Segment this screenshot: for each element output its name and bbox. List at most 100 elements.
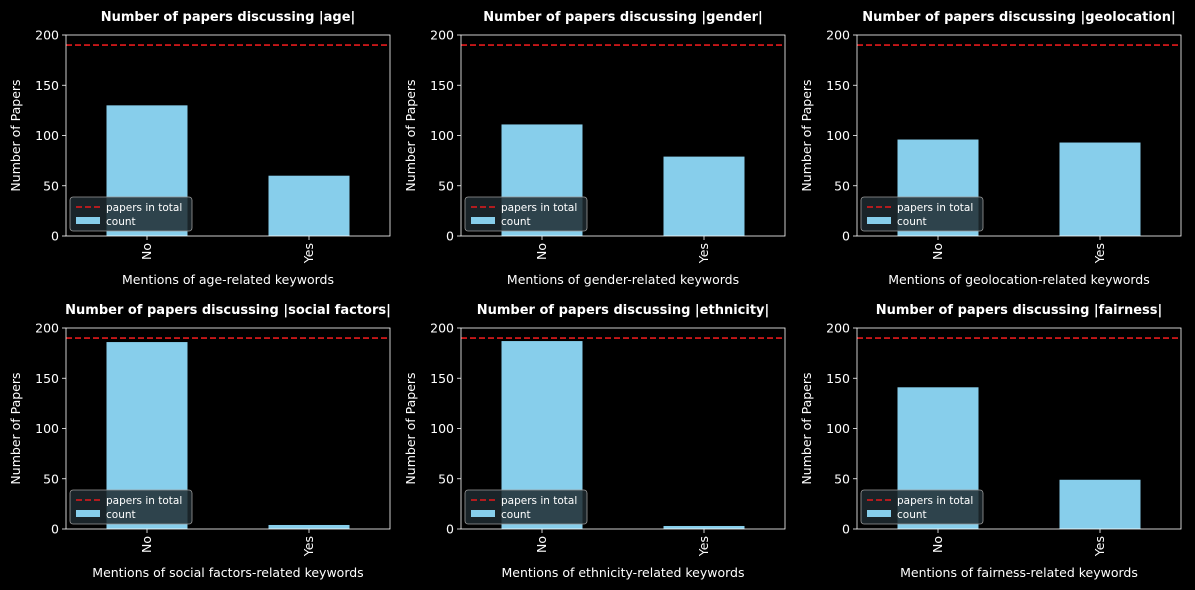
bar-yes (1059, 142, 1141, 236)
y-tick-label: 200 (430, 28, 454, 43)
y-axis-label: Number of Papers (403, 372, 418, 484)
y-tick-label: 200 (826, 28, 850, 43)
y-tick-label: 50 (834, 178, 850, 193)
y-axis-label: Number of Papers (799, 79, 814, 191)
y-tick-label: 100 (35, 421, 59, 436)
y-tick-label: 0 (51, 522, 59, 537)
legend-box (69, 196, 193, 232)
legend: papers in total count (464, 489, 588, 525)
legend-entry-reference: papers in total (106, 495, 182, 507)
y-tick-label: 50 (43, 471, 59, 486)
chart-title: Number of papers discussing |gender| (483, 10, 763, 25)
x-tick-label: No (534, 536, 549, 553)
legend-entry-reference: papers in total (501, 495, 577, 507)
legend-entry-reference: papers in total (501, 202, 577, 214)
x-axis-label: Mentions of age-related keywords (122, 272, 334, 287)
x-axis-label: Mentions of geolocation-related keywords (888, 272, 1150, 287)
y-tick-label: 0 (446, 229, 454, 244)
bar-yes (268, 175, 350, 236)
legend-bar-swatch (867, 510, 891, 517)
y-tick-label: 0 (446, 522, 454, 537)
legend-entry-count: count (897, 216, 927, 228)
x-axis-label: Mentions of ethnicity-related keywords (502, 565, 745, 580)
x-tick-label: Yes (1092, 536, 1107, 557)
y-tick-label: 200 (430, 321, 454, 336)
legend-entry-count: count (106, 509, 136, 521)
x-tick-label: No (930, 536, 945, 553)
bar-yes (663, 156, 745, 236)
chart-title: Number of papers discussing |age| (101, 10, 356, 25)
legend-entry-count: count (501, 509, 531, 521)
y-axis-label: Number of Papers (403, 79, 418, 191)
legend-bar-swatch (76, 510, 100, 517)
legend-entry-count: count (106, 216, 136, 228)
legend: papers in total count (69, 196, 193, 232)
legend-box (860, 489, 984, 525)
chart-panel-4: Number of papers discussing |ethnicity| 0… (403, 303, 786, 580)
legend-bar-swatch (471, 510, 495, 517)
y-tick-label: 150 (35, 371, 59, 386)
x-tick-label: Yes (696, 536, 711, 557)
legend-bar-swatch (867, 217, 891, 224)
legend-entry-reference: papers in total (897, 495, 973, 507)
x-tick-label: Yes (301, 536, 316, 557)
y-tick-label: 50 (438, 178, 454, 193)
legend-box (860, 196, 984, 232)
legend: papers in total count (860, 489, 984, 525)
legend-entry-reference: papers in total (106, 202, 182, 214)
y-tick-label: 150 (430, 78, 454, 93)
legend-entry-reference: papers in total (897, 202, 973, 214)
legend-box (464, 489, 588, 525)
legend-box (69, 489, 193, 525)
y-tick-label: 100 (826, 421, 850, 436)
chart-panel-5: Number of papers discussing |fairness| 0 5… (799, 303, 1182, 580)
y-tick-label: 200 (35, 28, 59, 43)
legend: papers in total count (464, 196, 588, 232)
chart-panel-2: Number of papers discussing |geolocation… (799, 10, 1182, 287)
legend-bar-swatch (76, 217, 100, 224)
bar-yes (268, 524, 350, 529)
y-tick-label: 50 (438, 471, 454, 486)
y-tick-label: 150 (35, 78, 59, 93)
y-tick-label: 0 (842, 229, 850, 244)
y-tick-label: 200 (35, 321, 59, 336)
legend-box (464, 196, 588, 232)
chart-title: Number of papers discussing |fairness| (876, 303, 1163, 318)
x-axis-label: Mentions of fairness-related keywords (900, 565, 1138, 580)
chart-panel-3: Number of papers discussing |social fact… (8, 303, 391, 580)
y-tick-label: 50 (43, 178, 59, 193)
bar-yes (1059, 479, 1141, 529)
y-tick-label: 0 (842, 522, 850, 537)
y-tick-label: 200 (826, 321, 850, 336)
y-tick-label: 0 (51, 229, 59, 244)
x-tick-label: Yes (1092, 243, 1107, 264)
x-tick-label: Yes (301, 243, 316, 264)
chart-title: Number of papers discussing |geolocation… (862, 10, 1175, 25)
chart-panel-0: Number of papers discussing |age| 0 50 100 1… (8, 10, 391, 287)
y-tick-label: 50 (834, 471, 850, 486)
x-tick-label: No (534, 243, 549, 260)
y-axis-label: Number of Papers (799, 372, 814, 484)
legend-entry-count: count (897, 509, 927, 521)
legend-bar-swatch (471, 217, 495, 224)
y-tick-label: 100 (430, 421, 454, 436)
chart-title: Number of papers discussing |social fact… (65, 303, 391, 318)
legend: papers in total count (860, 196, 984, 232)
y-tick-label: 150 (826, 371, 850, 386)
x-tick-label: No (139, 243, 154, 260)
bar-yes (663, 525, 745, 529)
chart-panel-1: Number of papers discussing |gender| 0 50 1… (403, 10, 786, 287)
x-axis-label: Mentions of social factors-related keywo… (92, 565, 363, 580)
legend: papers in total count (69, 489, 193, 525)
x-tick-label: No (139, 536, 154, 553)
y-tick-label: 100 (430, 128, 454, 143)
y-axis-label: Number of Papers (8, 372, 23, 484)
y-tick-label: 100 (35, 128, 59, 143)
y-tick-label: 100 (826, 128, 850, 143)
y-tick-label: 150 (430, 371, 454, 386)
x-axis-label: Mentions of gender-related keywords (507, 272, 739, 287)
legend-entry-count: count (501, 216, 531, 228)
x-tick-label: No (930, 243, 945, 260)
x-tick-label: Yes (696, 243, 711, 264)
